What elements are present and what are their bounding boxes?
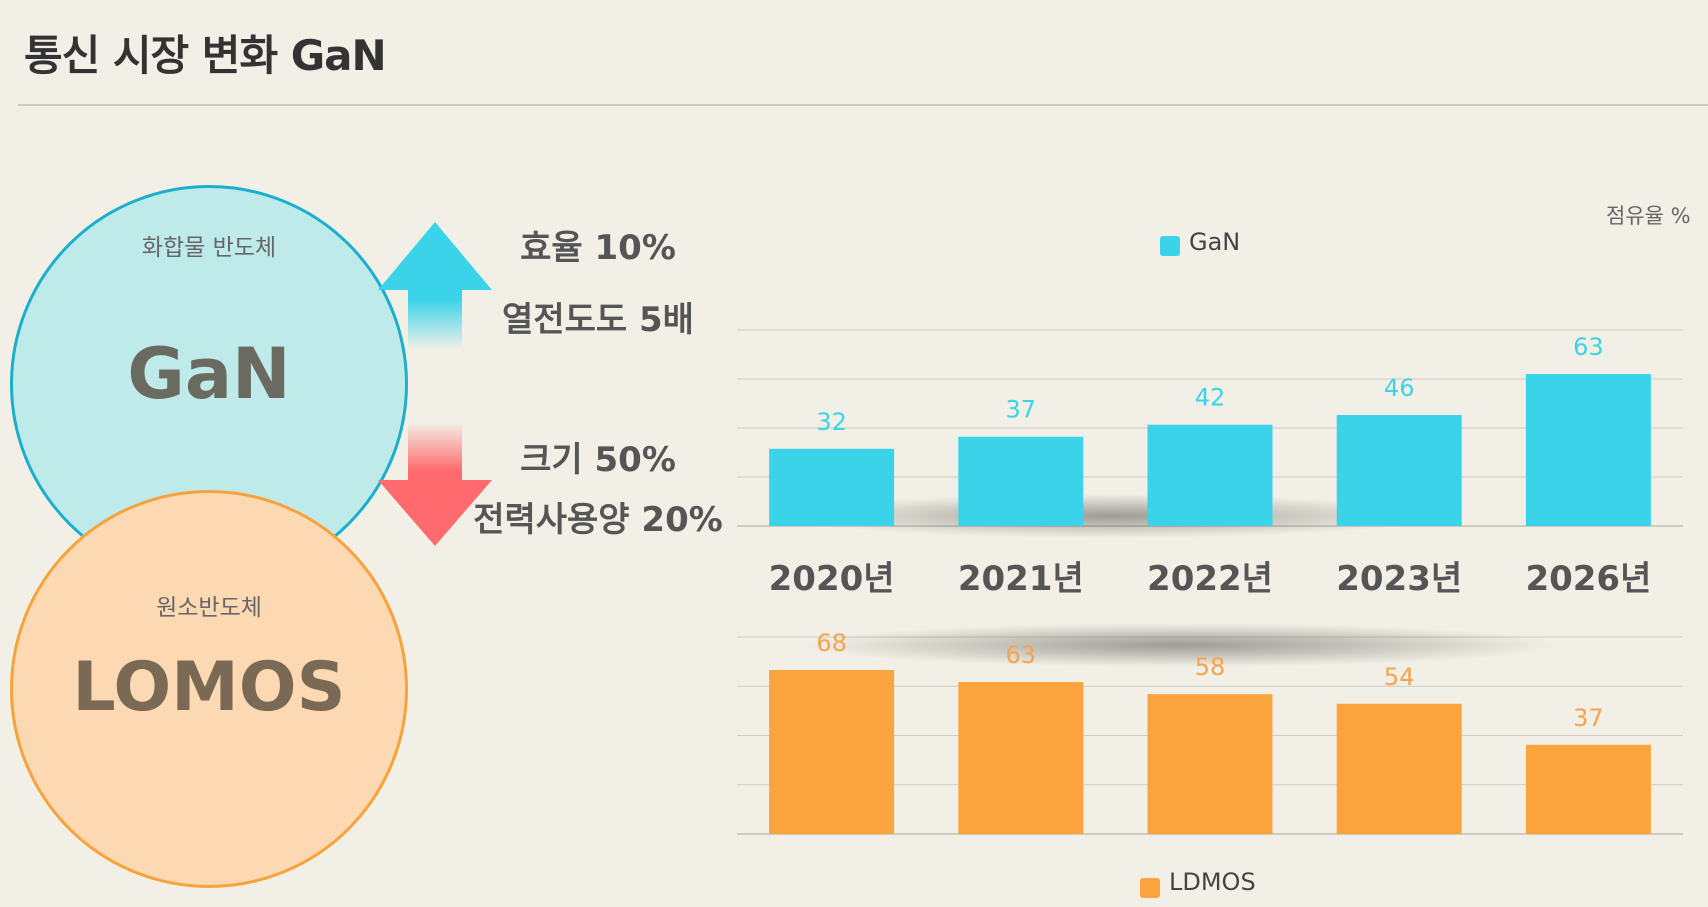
ldmos-data-label: 68: [816, 629, 847, 657]
shadow: [800, 623, 1560, 667]
legend-swatch-ldmos: [1140, 878, 1160, 898]
gan-data-label: 46: [1384, 374, 1415, 402]
ldmos-bar: [958, 682, 1084, 834]
legend-swatch-gan: [1160, 236, 1180, 256]
legend-label-ldmos: LDMOS: [1169, 868, 1256, 896]
gan-bar: [958, 436, 1084, 526]
ldmos-data-label: 58: [1195, 653, 1226, 681]
gan-data-label: 32: [816, 408, 847, 436]
legend-label-gan: GaN: [1189, 228, 1241, 256]
ldmos-bar: [1525, 744, 1651, 834]
category-label: 2026년: [1525, 559, 1651, 599]
category-label: 2023년: [1336, 559, 1462, 599]
shadow: [780, 494, 1440, 538]
gan-data-label: 63: [1573, 333, 1604, 361]
arrow-down-icon: [378, 422, 492, 546]
gan-circle-subtitle: 화합물 반도체: [141, 235, 277, 261]
stat-power: 전력사용양 20%: [473, 500, 723, 540]
unit-label: 점유율 %: [1606, 204, 1691, 228]
ldmos-data-label: 63: [1006, 641, 1037, 669]
ldmos-bar: [1336, 703, 1462, 834]
gan-bar: [1336, 415, 1462, 526]
ldmos-bar: [769, 670, 895, 834]
ldmos-circle-label: LOMOS: [72, 648, 346, 727]
arrow-up-icon: [378, 222, 492, 350]
gan-bar: [1525, 374, 1651, 526]
gan-circle-label: GaN: [127, 333, 291, 415]
page-title: 통신 시장 변화 GaN: [24, 31, 387, 80]
gan-data-label: 42: [1195, 384, 1226, 412]
stat-thermal: 열전도도 5배: [502, 300, 694, 340]
ldmos-circle-subtitle: 원소반도체: [156, 595, 262, 621]
gan-bar: [769, 448, 895, 526]
ldmos-data-label: 37: [1573, 704, 1604, 732]
stat-size: 크기 50%: [520, 440, 676, 480]
category-label: 2022년: [1147, 559, 1273, 599]
ldmos-circle: 원소반도체 LOMOS: [10, 490, 408, 888]
title-divider: [18, 104, 1708, 106]
gan-bar: [1147, 424, 1273, 526]
gan-data-label: 37: [1006, 396, 1037, 424]
category-label: 2021년: [958, 559, 1084, 599]
stat-efficiency: 효율 10%: [520, 228, 676, 268]
ldmos-bar: [1147, 694, 1273, 834]
category-label: 2020년: [769, 559, 895, 599]
ldmos-data-label: 54: [1384, 663, 1415, 691]
